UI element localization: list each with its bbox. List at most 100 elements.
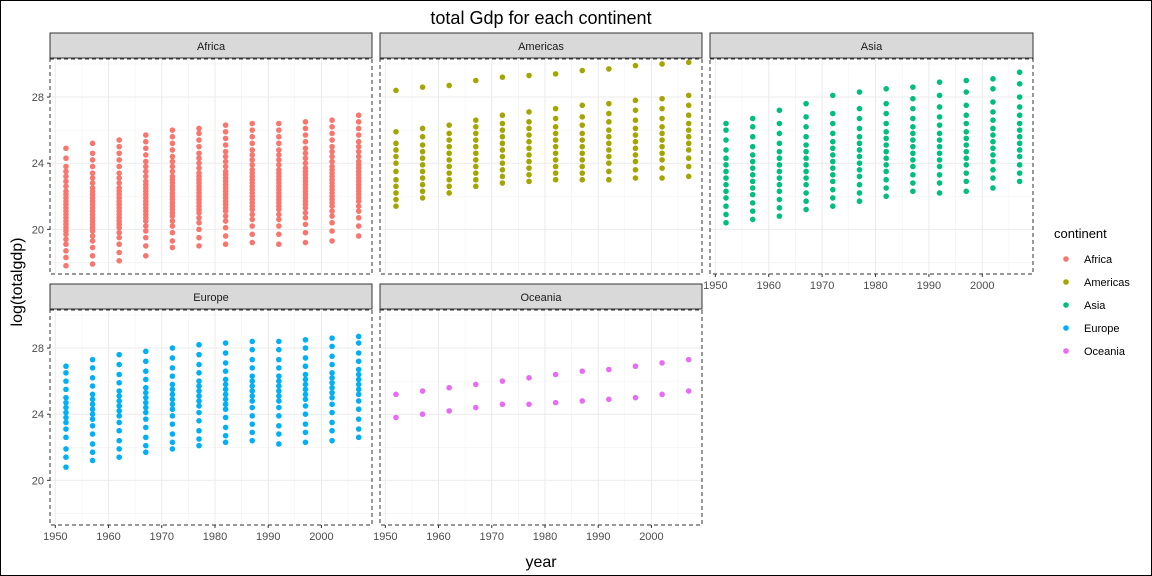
data-point-americas bbox=[579, 176, 586, 183]
data-point-asia bbox=[829, 203, 836, 209]
data-point-africa bbox=[329, 153, 335, 160]
data-point-europe bbox=[276, 413, 282, 419]
data-point-europe bbox=[276, 441, 282, 447]
legend-label-europe: Europe bbox=[1084, 323, 1119, 335]
data-point-asia bbox=[936, 104, 943, 110]
data-point-africa bbox=[249, 140, 256, 147]
data-point-oceania bbox=[632, 363, 639, 370]
data-point-africa bbox=[355, 112, 362, 119]
data-point-asia bbox=[1016, 104, 1023, 110]
data-point-africa bbox=[329, 137, 335, 143]
data-point-africa bbox=[196, 170, 202, 176]
data-point-africa bbox=[196, 137, 202, 143]
data-point-africa bbox=[222, 168, 229, 175]
data-point-americas bbox=[685, 173, 692, 180]
data-point-americas bbox=[552, 163, 559, 170]
data-point-asia bbox=[749, 115, 756, 122]
data-point-europe bbox=[355, 398, 362, 404]
data-point-asia bbox=[749, 143, 756, 150]
data-point-oceania bbox=[473, 381, 479, 388]
data-point-americas bbox=[659, 143, 665, 150]
data-point-americas bbox=[632, 62, 639, 69]
data-point-africa bbox=[302, 210, 309, 216]
panel-africa: Africa 20 24 28 bbox=[32, 32, 373, 275]
data-point-asia bbox=[856, 167, 863, 173]
data-point-europe bbox=[169, 391, 176, 398]
data-point-europe bbox=[276, 431, 282, 437]
data-point-asia bbox=[749, 165, 756, 171]
data-point-americas bbox=[579, 114, 586, 120]
data-point-americas bbox=[552, 170, 559, 176]
data-point-africa bbox=[169, 158, 176, 165]
data-point-europe bbox=[329, 427, 335, 434]
data-point-americas bbox=[659, 157, 665, 163]
data-point-africa bbox=[222, 142, 229, 148]
x-tick-label: 1960 bbox=[426, 531, 450, 543]
data-point-africa bbox=[249, 133, 256, 140]
data-point-europe bbox=[196, 378, 202, 384]
data-point-americas bbox=[499, 173, 506, 180]
panel-background bbox=[380, 310, 702, 525]
data-point-asia bbox=[749, 171, 756, 178]
data-point-americas bbox=[552, 150, 559, 157]
data-point-africa bbox=[116, 157, 122, 163]
data-point-europe bbox=[89, 401, 96, 408]
data-point-europe bbox=[89, 422, 96, 429]
data-point-asia bbox=[883, 100, 889, 107]
data-point-africa bbox=[302, 229, 309, 236]
data-point-americas bbox=[499, 127, 506, 133]
data-point-africa bbox=[276, 133, 282, 140]
data-point-africa bbox=[329, 124, 335, 130]
data-point-africa bbox=[329, 213, 335, 219]
data-point-africa bbox=[143, 243, 149, 249]
data-point-africa bbox=[89, 180, 96, 186]
data-point-africa bbox=[89, 150, 96, 157]
data-point-asia bbox=[936, 180, 943, 186]
data-point-asia bbox=[963, 148, 970, 155]
data-point-africa bbox=[196, 155, 202, 162]
data-point-americas bbox=[632, 175, 639, 181]
data-point-asia bbox=[910, 163, 916, 170]
data-point-asia bbox=[883, 110, 889, 117]
y-tick-label: 24 bbox=[32, 409, 44, 421]
data-point-americas bbox=[579, 122, 586, 128]
data-point-oceania bbox=[446, 408, 452, 414]
data-point-asia bbox=[829, 195, 836, 201]
data-point-oceania bbox=[526, 401, 532, 408]
data-point-americas bbox=[552, 130, 559, 137]
data-point-americas bbox=[446, 82, 452, 89]
data-point-europe bbox=[222, 401, 229, 408]
x-tick-label: 1990 bbox=[256, 531, 280, 543]
data-point-americas bbox=[499, 120, 506, 127]
data-point-europe bbox=[196, 341, 202, 348]
data-point-europe bbox=[116, 437, 122, 444]
data-point-americas bbox=[552, 176, 559, 183]
data-point-europe bbox=[302, 429, 309, 436]
data-point-europe bbox=[143, 404, 149, 411]
data-point-africa bbox=[302, 160, 309, 166]
data-point-africa bbox=[329, 238, 335, 244]
data-point-asia bbox=[776, 188, 783, 195]
data-point-africa bbox=[222, 153, 229, 160]
data-point-asia bbox=[829, 178, 836, 185]
data-point-europe bbox=[222, 368, 229, 374]
data-point-africa bbox=[302, 155, 309, 162]
data-point-asia bbox=[936, 122, 943, 128]
data-point-europe bbox=[276, 378, 282, 384]
data-point-africa bbox=[222, 135, 229, 142]
data-point-asia bbox=[803, 181, 809, 188]
data-point-asia bbox=[1016, 178, 1023, 185]
data-point-africa bbox=[222, 233, 229, 239]
data-point-asia bbox=[963, 102, 970, 109]
data-point-europe bbox=[355, 371, 362, 378]
data-point-europe bbox=[89, 441, 96, 447]
data-point-africa bbox=[116, 257, 122, 264]
strip-europe bbox=[49, 283, 373, 310]
data-point-europe bbox=[249, 373, 256, 379]
data-point-asia bbox=[723, 195, 729, 201]
data-point-oceania bbox=[393, 391, 399, 398]
x-tick-label: 1970 bbox=[150, 531, 174, 543]
data-point-europe bbox=[116, 398, 122, 404]
data-point-europe bbox=[169, 355, 176, 361]
data-point-americas bbox=[685, 155, 692, 162]
